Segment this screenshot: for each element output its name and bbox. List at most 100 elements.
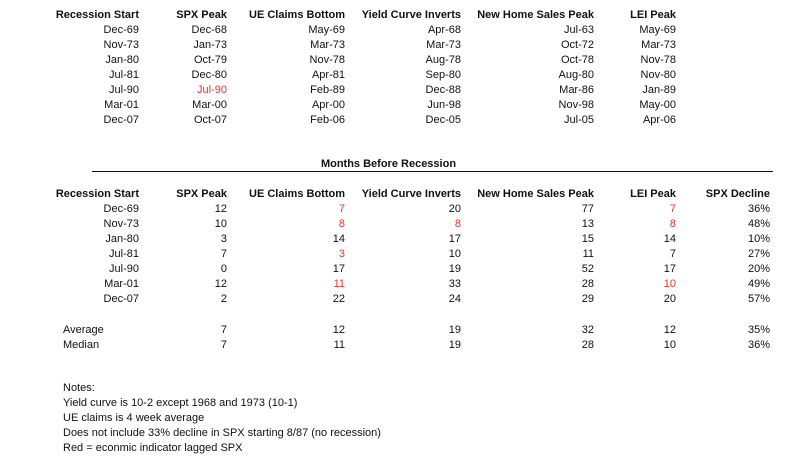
table-cell: Nov-98 [558, 99, 594, 111]
table-cell: Feb-89 [310, 84, 345, 96]
table-cell: Mar-73 [310, 39, 345, 51]
table-cell: 7 [669, 203, 676, 215]
table-cell: 19 [448, 263, 461, 275]
table-cell: 11 [333, 278, 345, 290]
summary-cell: 19 [448, 339, 461, 351]
table-cell: May-00 [639, 99, 676, 111]
column-header: SPX Peak [176, 188, 227, 200]
table-cell: Mar-01 [104, 278, 139, 290]
table-cell: 14 [332, 233, 345, 245]
table-cell: 17 [332, 263, 345, 275]
table-cell: Sep-80 [425, 69, 461, 81]
table-cell: Nov-78 [309, 54, 345, 66]
table-cell: Dec-69 [103, 203, 139, 215]
summary-label: Median [63, 339, 100, 351]
table-cell: 11 [582, 248, 594, 260]
table-cell: 10 [448, 248, 461, 260]
column-header: New Home Sales Peak [477, 9, 594, 21]
table-cell: 10 [214, 218, 227, 230]
table-cell: Oct-79 [193, 54, 227, 66]
summary-cell: 11 [333, 339, 345, 351]
table-cell: 33 [448, 278, 461, 290]
table-cell: Apr-00 [311, 99, 345, 111]
table-cell: Oct-72 [560, 39, 594, 51]
table-cell: 17 [663, 263, 676, 275]
table-cell: 77 [581, 203, 594, 215]
table-cell: Oct-78 [560, 54, 594, 66]
summary-cell: 7 [220, 339, 227, 351]
table-cell: Nov-73 [103, 218, 139, 230]
table-cell: Dec-07 [103, 114, 139, 126]
table-cell: 7 [338, 203, 345, 215]
column-header: UE Claims Bottom [249, 9, 345, 21]
table-cell: 10% [747, 233, 770, 245]
table-cell: 7 [220, 248, 227, 260]
table-cell: Jul-05 [564, 114, 594, 126]
table-cell: 12 [214, 203, 227, 215]
table-cell: 12 [214, 278, 227, 290]
column-header: SPX Peak [176, 9, 227, 21]
table-cell: Jun-98 [427, 99, 461, 111]
table-cell: 0 [220, 263, 227, 275]
table-cell: Jul-90 [109, 263, 139, 275]
table-cell: 17 [448, 233, 461, 245]
table-cell: Nov-73 [103, 39, 139, 51]
note-line: Does not include 33% decline in SPX star… [63, 427, 381, 439]
table-cell: Mar-86 [559, 84, 594, 96]
table-cell: Jul-81 [109, 248, 139, 260]
table-cell: Apr-81 [311, 69, 345, 81]
table-cell: Jul-81 [109, 69, 139, 81]
title-underline [92, 171, 773, 172]
table-cell: Mar-73 [426, 39, 461, 51]
table-cell: 3 [220, 233, 227, 245]
table-cell: Jul-90 [109, 84, 139, 96]
table-cell: 27% [747, 248, 770, 260]
summary-cell: 32 [581, 324, 594, 336]
table-cell: Jul-63 [564, 24, 594, 36]
table-cell: 10 [663, 278, 676, 290]
table-cell: Dec-88 [425, 84, 461, 96]
summary-cell: 35% [747, 324, 770, 336]
table-cell: Mar-01 [104, 99, 139, 111]
table-cell: Oct-07 [193, 114, 227, 126]
table-cell: Aug-80 [558, 69, 594, 81]
table-cell: 7 [669, 248, 676, 260]
table-cell: Mar-00 [192, 99, 227, 111]
column-header: UE Claims Bottom [249, 188, 345, 200]
table-cell: 2 [220, 293, 227, 305]
column-header: LEI Peak [630, 9, 676, 21]
table-cell: 13 [581, 218, 594, 230]
table-cell: 20 [663, 293, 676, 305]
table-cell: Dec-68 [191, 24, 227, 36]
table-cell: 48% [747, 218, 770, 230]
table-cell: 14 [663, 233, 676, 245]
table-cell: 49% [747, 278, 770, 290]
summary-label: Average [63, 324, 104, 336]
table-cell: Dec-05 [425, 114, 461, 126]
table-cell: Apr-06 [642, 114, 676, 126]
note-line: Red = econmic indicator lagged SPX [63, 442, 243, 454]
summary-cell: 12 [332, 324, 345, 336]
summary-cell: 19 [448, 324, 461, 336]
table-cell: Apr-68 [427, 24, 461, 36]
summary-cell: 10 [663, 339, 676, 351]
note-line: UE claims is 4 week average [63, 412, 205, 424]
table-cell: 29 [581, 293, 594, 305]
table-cell: Nov-78 [640, 54, 676, 66]
column-header: LEI Peak [630, 188, 676, 200]
table-cell: Jul-90 [197, 84, 227, 96]
column-header: Recession Start [55, 9, 139, 21]
note-line: Yield curve is 10-2 except 1968 and 1973… [63, 397, 298, 409]
table-cell: 36% [747, 203, 770, 215]
table-cell: Jan-80 [105, 233, 139, 245]
table-cell: Dec-07 [103, 293, 139, 305]
table-cell: May-69 [308, 24, 345, 36]
table-cell: 57% [747, 293, 770, 305]
notes-title: Notes: [63, 382, 95, 394]
table-cell: 8 [454, 218, 461, 230]
table-cell: Dec-80 [191, 69, 227, 81]
table-cell: Jan-73 [193, 39, 227, 51]
table-cell: Jan-80 [105, 54, 139, 66]
table-cell: 22 [332, 293, 345, 305]
table-cell: 28 [581, 278, 594, 290]
